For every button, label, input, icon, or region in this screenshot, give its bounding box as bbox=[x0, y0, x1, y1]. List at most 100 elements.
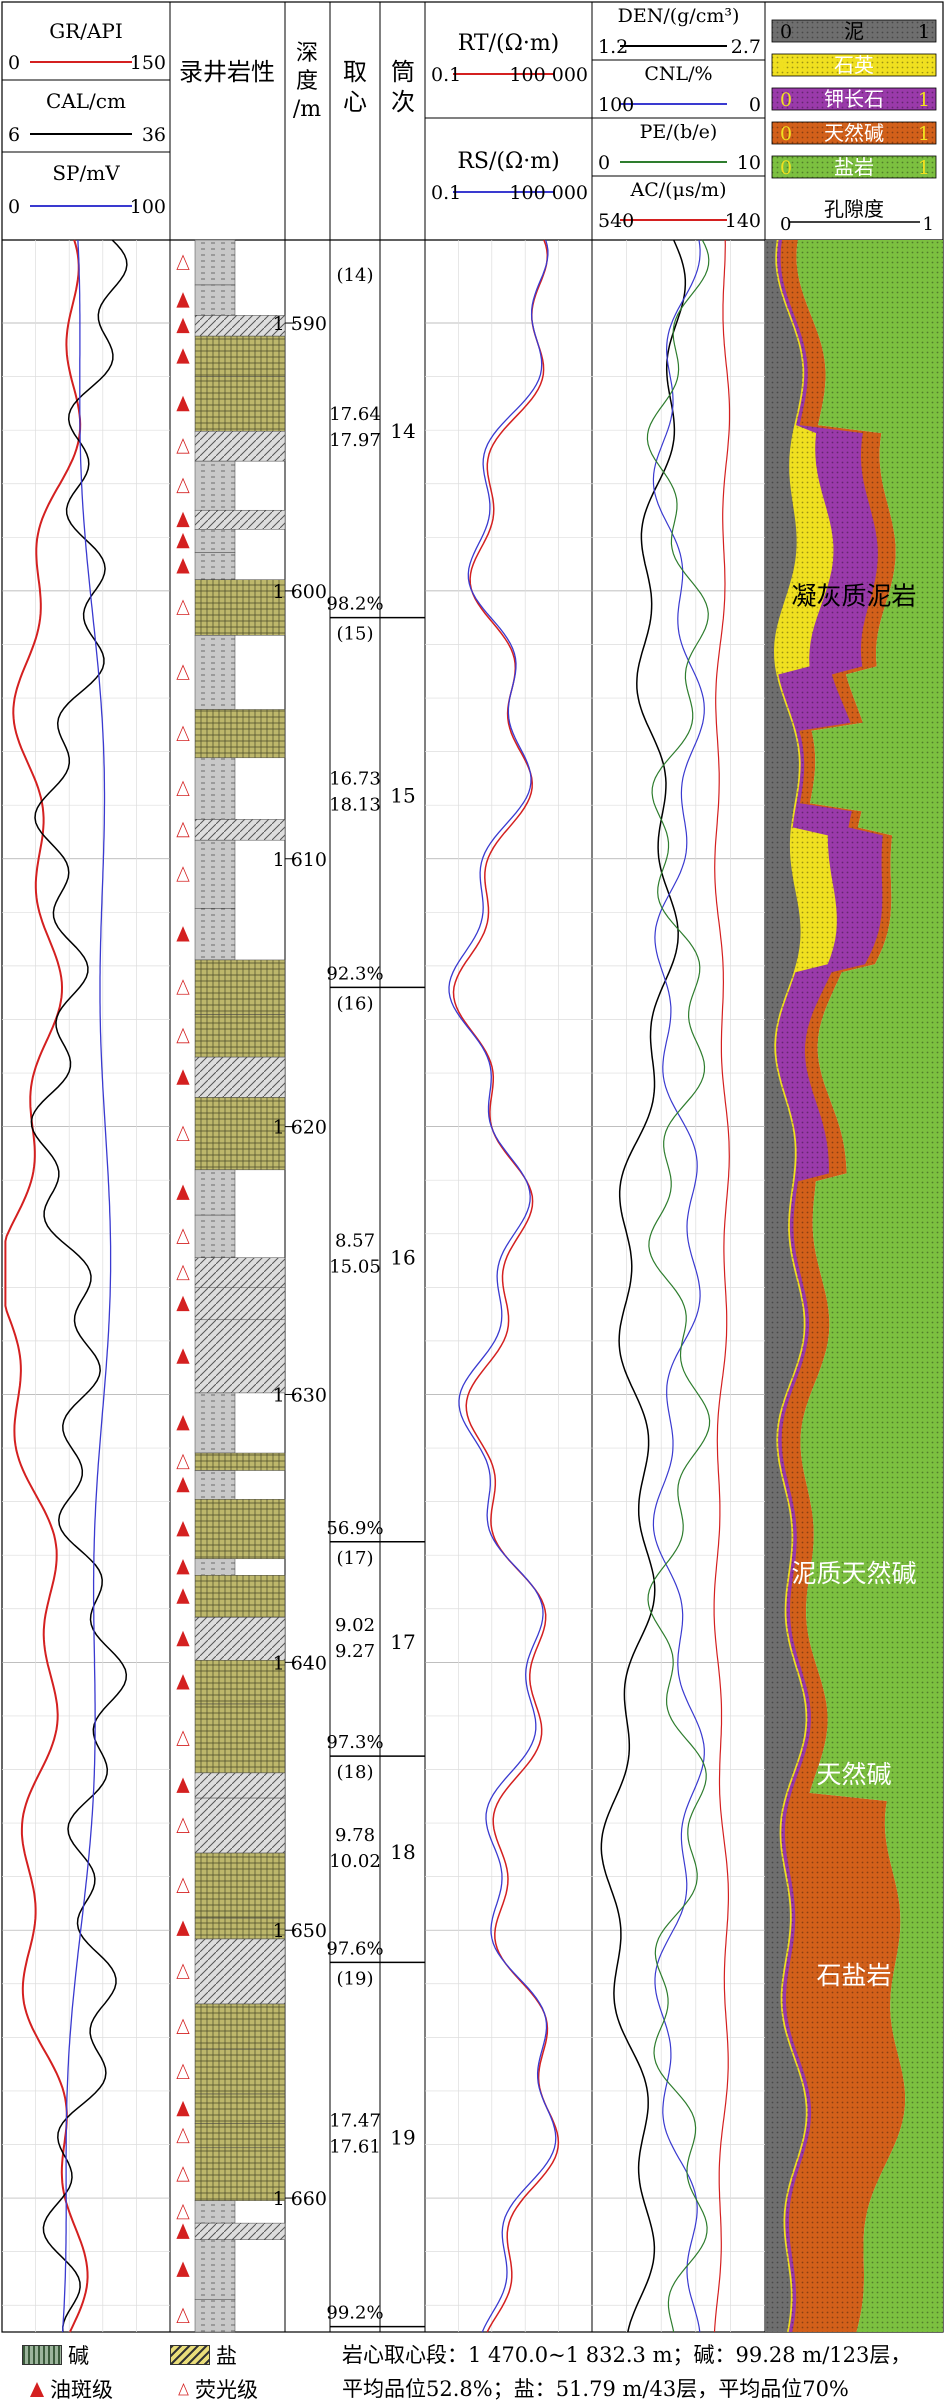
barrel-header: 筒次 bbox=[391, 58, 415, 116]
gr-header-min: 0 bbox=[8, 52, 20, 74]
lithology-layer bbox=[194, 1097, 286, 1171]
core-length: 8.57 bbox=[335, 1231, 375, 1252]
cal-header-label: CAL/cm bbox=[46, 89, 126, 113]
cal-header-min: 6 bbox=[8, 124, 20, 146]
core-rate: 56.9% bbox=[326, 1518, 383, 1539]
mineral-header-label: 石英 bbox=[834, 53, 874, 77]
core-recovered: 15.05 bbox=[329, 1257, 381, 1278]
lithology-layer bbox=[194, 460, 236, 511]
lithology-layer bbox=[194, 839, 236, 909]
mineral-header-min: 0 bbox=[780, 55, 792, 77]
lithology-layer bbox=[194, 529, 236, 553]
lithology-layer bbox=[194, 2003, 286, 2050]
gr-curve bbox=[4, 239, 89, 2333]
lithology-header: 录井岩性 bbox=[179, 58, 275, 86]
poro-header-3-min: 540 bbox=[598, 210, 634, 232]
oil-show-icon bbox=[176, 1476, 190, 1493]
lithology-layer bbox=[194, 1703, 286, 1774]
rt-header-min: 0.1 bbox=[431, 64, 461, 86]
sp-header-max: 100 bbox=[130, 196, 166, 218]
legend: 碱 盐 油斑级 荧光级 岩心取心段：1 470.0~1 832.3 m；碱：99… bbox=[0, 2338, 945, 2406]
oil-show-icon bbox=[176, 395, 190, 412]
lithology-layer bbox=[194, 1499, 286, 1560]
fluorescence-icon bbox=[176, 2127, 190, 2144]
mineral-header-label: 天然碱 bbox=[824, 121, 884, 145]
lithology-layer bbox=[194, 1169, 236, 1216]
core-rate: 99.2% bbox=[326, 2303, 383, 2324]
poro-header-3-label: AC/(μs/m) bbox=[629, 179, 726, 201]
facies-label: 天然碱 bbox=[816, 1760, 891, 1789]
poro-header-0-max: 2.7 bbox=[731, 36, 761, 58]
core-rate: 98.2% bbox=[326, 594, 383, 615]
core-length: 17.47 bbox=[329, 2110, 381, 2131]
lithology-layer bbox=[194, 709, 286, 759]
oil-show-icon bbox=[176, 1069, 190, 1085]
fluorescence-icon bbox=[176, 725, 190, 742]
lithology-layer bbox=[194, 239, 236, 286]
barrel-tag: (14) bbox=[337, 265, 374, 286]
fluorescence-icon bbox=[176, 2018, 190, 2034]
depth-tick-label: 1 660 bbox=[273, 2188, 327, 2210]
oil-show-icon bbox=[176, 926, 190, 942]
fluorescence-icon bbox=[176, 438, 190, 454]
lithology-layer bbox=[194, 1056, 286, 1098]
rs-header-min: 0.1 bbox=[431, 182, 461, 204]
lithology-layer bbox=[194, 315, 286, 337]
fluorescence-icon bbox=[176, 1125, 190, 1142]
oil-show-icon bbox=[176, 558, 190, 574]
fluorescence-icon bbox=[176, 866, 190, 882]
lithology-layer bbox=[194, 509, 286, 530]
mineral-header-min: 0 bbox=[780, 89, 792, 111]
den-curve bbox=[600, 239, 687, 2333]
depth-tick-label: 1 630 bbox=[273, 1384, 327, 1406]
mineral-header-max: 1 bbox=[918, 123, 930, 145]
fluorescence-icon bbox=[176, 979, 190, 995]
poro-header-1-max: 0 bbox=[749, 94, 761, 116]
lithology-layer bbox=[194, 2239, 236, 2300]
barrel-tag: (16) bbox=[337, 993, 374, 1014]
core-length: 9.78 bbox=[335, 1825, 375, 1846]
rt-header-label: RT/(Ω·m) bbox=[458, 31, 560, 56]
lithology-layer bbox=[194, 2222, 286, 2240]
rs-header-label: RS/(Ω·m) bbox=[457, 149, 559, 174]
oil-show-icon bbox=[176, 1674, 190, 1690]
coring-header-char: 心 bbox=[343, 88, 367, 116]
depth-header-3: /m bbox=[293, 97, 321, 122]
legend-soda: 碱 bbox=[22, 2340, 89, 2370]
poro-header-1-label: CNL/% bbox=[644, 63, 712, 85]
salt-swatch-icon bbox=[170, 2345, 210, 2365]
legend-salt: 盐 bbox=[170, 2340, 237, 2370]
legend-salt-label: 盐 bbox=[216, 2344, 237, 2368]
mineral-header-label: 盐岩 bbox=[834, 155, 874, 179]
core-length: 9.02 bbox=[335, 1615, 375, 1636]
mineral-header-texture bbox=[772, 156, 936, 178]
core-summary-note: 岩心取心段：1 470.0~1 832.3 m；碱：99.28 m/123层， … bbox=[342, 2338, 911, 2406]
lithology-layer bbox=[194, 284, 236, 316]
mineral-header-min: 0 bbox=[780, 157, 792, 179]
barrel-tag: (19) bbox=[337, 1968, 374, 1989]
fluorescence-icon bbox=[176, 2307, 190, 2324]
barrel-number: 18 bbox=[390, 1840, 415, 1864]
barrel-tag: (18) bbox=[337, 1762, 374, 1783]
oil-show-icon bbox=[176, 2100, 190, 2117]
soda-swatch-icon bbox=[22, 2345, 62, 2365]
barrel-header-char: 筒 bbox=[391, 58, 415, 86]
core-recovered: 17.97 bbox=[329, 430, 381, 451]
fluorescence-icon bbox=[176, 1817, 190, 1833]
lithology-layer bbox=[194, 1392, 236, 1454]
legend-fluorescence: 荧光级 bbox=[178, 2374, 258, 2404]
poro-header-2-label: PE/(b/e) bbox=[640, 121, 718, 143]
core-recovered: 10.02 bbox=[329, 1851, 381, 1872]
rs-header-max: 100 000 bbox=[509, 182, 588, 204]
oil-show-icon bbox=[176, 511, 190, 528]
porosity-header-max: 1 bbox=[923, 214, 934, 235]
lithology-layer bbox=[194, 1452, 286, 1471]
fluorescence-icon bbox=[176, 1730, 190, 1746]
legend-oil-label: 油斑级 bbox=[50, 2378, 113, 2402]
lithology-layer bbox=[194, 376, 286, 432]
lithology-layer bbox=[194, 819, 286, 841]
oil-show-icon bbox=[176, 1559, 190, 1575]
depth-tick-label: 1 590 bbox=[273, 313, 327, 335]
barrel-number: 15 bbox=[390, 784, 415, 808]
